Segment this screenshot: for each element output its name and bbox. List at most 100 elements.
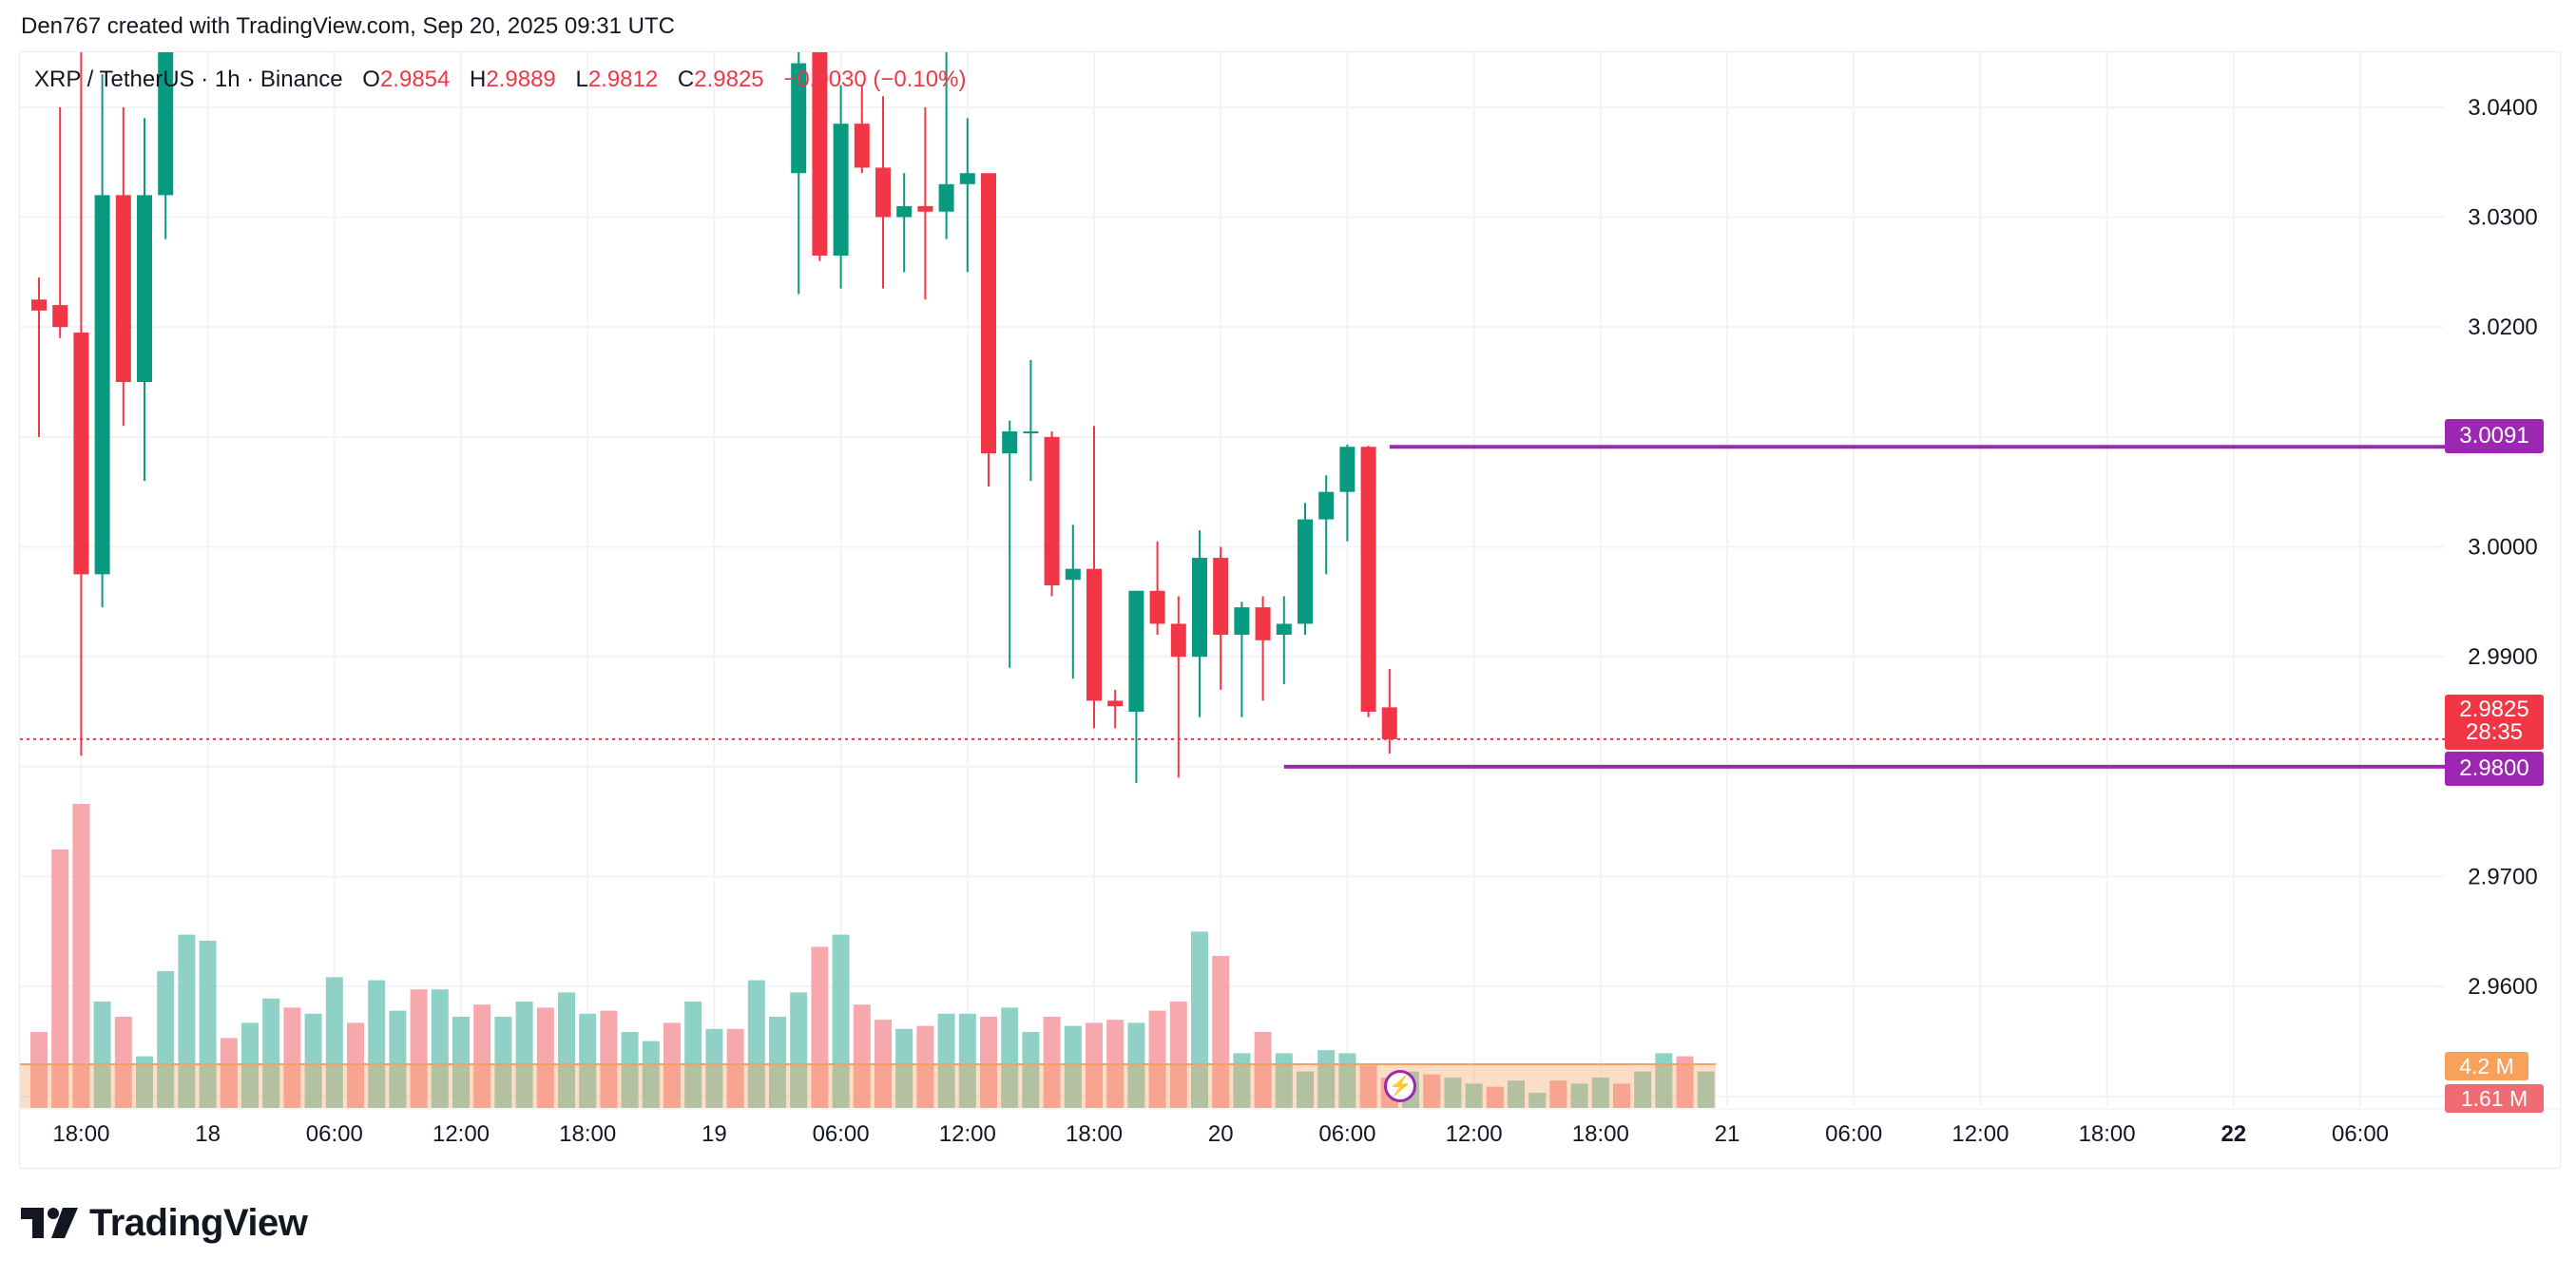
volume-bar <box>410 989 428 1108</box>
volume-bar <box>304 1013 322 1108</box>
candle-body <box>1128 590 1144 712</box>
volume-bar <box>93 1002 111 1108</box>
volume-bar <box>347 1022 364 1108</box>
candle-body <box>73 332 89 575</box>
legend-high-value: 2.9889 <box>486 67 556 92</box>
bar-countdown: 28:35 <box>2465 719 2524 745</box>
time-axis-label: 18 <box>195 1121 221 1147</box>
candle-body <box>31 299 47 311</box>
volume-bar <box>536 1007 554 1108</box>
volume-bar <box>1676 1056 1694 1108</box>
legend-close-value: 2.9825 <box>694 67 764 92</box>
volume-bar <box>473 1004 491 1108</box>
candle-body <box>938 183 954 212</box>
volume-bar <box>958 1013 976 1108</box>
legend-change: −0.0030 (−0.10%) <box>783 67 967 92</box>
candle-body <box>981 173 996 454</box>
time-axis-label: 18:00 <box>52 1121 109 1147</box>
price-axis-label: 2.9600 <box>2468 974 2537 1000</box>
volume-bar <box>1613 1083 1630 1108</box>
candle-body <box>917 205 933 212</box>
volume-bar <box>431 989 449 1108</box>
volume-bar <box>1254 1032 1272 1108</box>
volume-bar <box>1655 1053 1673 1108</box>
candle-body <box>812 52 828 256</box>
volume-bar <box>579 1013 597 1108</box>
volume-bar <box>157 971 175 1108</box>
volume-bar <box>642 1040 660 1108</box>
volume-bar <box>1570 1083 1588 1108</box>
price-axis-label: 2.9700 <box>2468 864 2537 889</box>
volume-bar <box>1275 1053 1293 1108</box>
candle-body <box>1107 700 1124 707</box>
volume-bar <box>1465 1083 1483 1108</box>
legend-high-label: H <box>470 67 487 92</box>
volume-bar <box>1444 1078 1462 1108</box>
volume-bar <box>368 980 386 1108</box>
time-axis-label: 18:00 <box>1066 1121 1123 1147</box>
chart-area[interactable]: 3.04003.03003.02003.01003.00002.99002.98… <box>19 51 2561 1169</box>
candle-body <box>1276 623 1292 636</box>
volume-bar <box>895 1028 913 1108</box>
price-axis-label: 3.0400 <box>2468 95 2537 121</box>
tradingview-brand: TradingView <box>89 1201 308 1244</box>
price-axis-label: 3.0300 <box>2468 204 2537 230</box>
candle-body <box>94 195 110 575</box>
lightning-icon[interactable]: ⚡ <box>1384 1070 1416 1102</box>
candle-body <box>1318 491 1335 520</box>
volume-bar <box>1064 1025 1082 1108</box>
candle-body <box>137 195 152 382</box>
volume-bar <box>747 980 765 1108</box>
time-axis-label: 22 <box>2220 1121 2246 1147</box>
candle-body <box>1213 558 1229 636</box>
volume-ma-area <box>20 1064 1716 1108</box>
price-chart[interactable]: 3.04003.03003.02003.01003.00002.99002.98… <box>20 52 2560 1168</box>
time-axis-label: 12:00 <box>1446 1121 1503 1147</box>
candle-body <box>158 52 174 196</box>
volume-bar <box>1359 1065 1377 1108</box>
price-axis-label: 3.0200 <box>2468 315 2537 340</box>
time-axis-label: 18:00 <box>559 1121 616 1147</box>
candle-body <box>854 124 870 168</box>
volume-bar <box>1127 1022 1145 1108</box>
legend-symbol[interactable]: XRP / TetherUS · 1h · Binance <box>34 67 343 92</box>
time-axis-label: 20 <box>1208 1121 1234 1147</box>
candle-body <box>115 195 131 382</box>
volume-bar <box>853 1004 871 1108</box>
candle-body <box>959 173 975 184</box>
volume-bar <box>790 992 808 1108</box>
current-price-value: 2.9825 <box>2459 697 2529 722</box>
candle-body <box>875 167 891 218</box>
volume-bar <box>241 1022 259 1108</box>
legend-low-value: 2.9812 <box>587 67 659 92</box>
volume-ma-tag: 4.2 M <box>2445 1052 2528 1080</box>
time-axis-label: 06:00 <box>813 1121 870 1147</box>
time-axis-label: 06:00 <box>1318 1121 1375 1147</box>
time-axis-label: 12:00 <box>1951 1121 2009 1147</box>
volume-bar <box>1169 1002 1187 1108</box>
candle-body <box>1234 607 1250 636</box>
candle-body <box>1086 568 1102 701</box>
candle-body <box>791 63 807 174</box>
candle-body <box>833 124 849 256</box>
volume-bar <box>283 1007 301 1108</box>
volume-bar <box>684 1002 702 1108</box>
volume-bar <box>705 1028 723 1108</box>
volume-bar <box>980 1017 997 1108</box>
time-axis-label: 06:00 <box>306 1121 363 1147</box>
candle-body <box>1170 623 1186 658</box>
legend-open-value: 2.9854 <box>379 67 451 92</box>
candle-body <box>1298 519 1313 624</box>
volume-bar <box>937 1013 955 1108</box>
volume-bar <box>1148 1010 1166 1108</box>
candle-body <box>1381 707 1397 739</box>
candle-body <box>1023 431 1039 434</box>
volume-bar <box>1043 1017 1061 1108</box>
time-axis-label: 06:00 <box>1825 1121 1882 1147</box>
symbol-legend: XRP / TetherUS · 1h · Binance O2.9854 H2… <box>34 67 966 93</box>
tradingview-logo[interactable]: TradingView <box>21 1201 308 1245</box>
candle-body <box>1255 607 1271 640</box>
candle-body <box>1192 558 1207 658</box>
volume-bar <box>1508 1080 1525 1108</box>
current-price-tag: 2.9825 28:35 <box>2445 695 2544 750</box>
